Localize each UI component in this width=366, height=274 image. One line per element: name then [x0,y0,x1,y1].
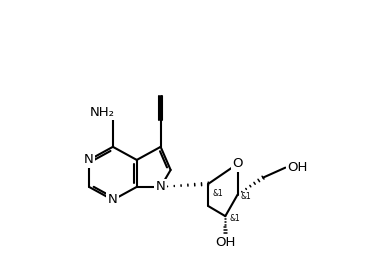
Text: &1: &1 [212,189,223,198]
Text: N: N [84,153,94,166]
Text: N: N [108,193,118,207]
Text: NH₂: NH₂ [90,106,115,119]
Text: OH: OH [215,236,235,249]
Text: OH: OH [288,161,308,174]
Text: &1: &1 [230,214,241,223]
Text: O: O [232,157,243,170]
Text: N: N [156,180,165,193]
Text: &1: &1 [241,192,251,201]
